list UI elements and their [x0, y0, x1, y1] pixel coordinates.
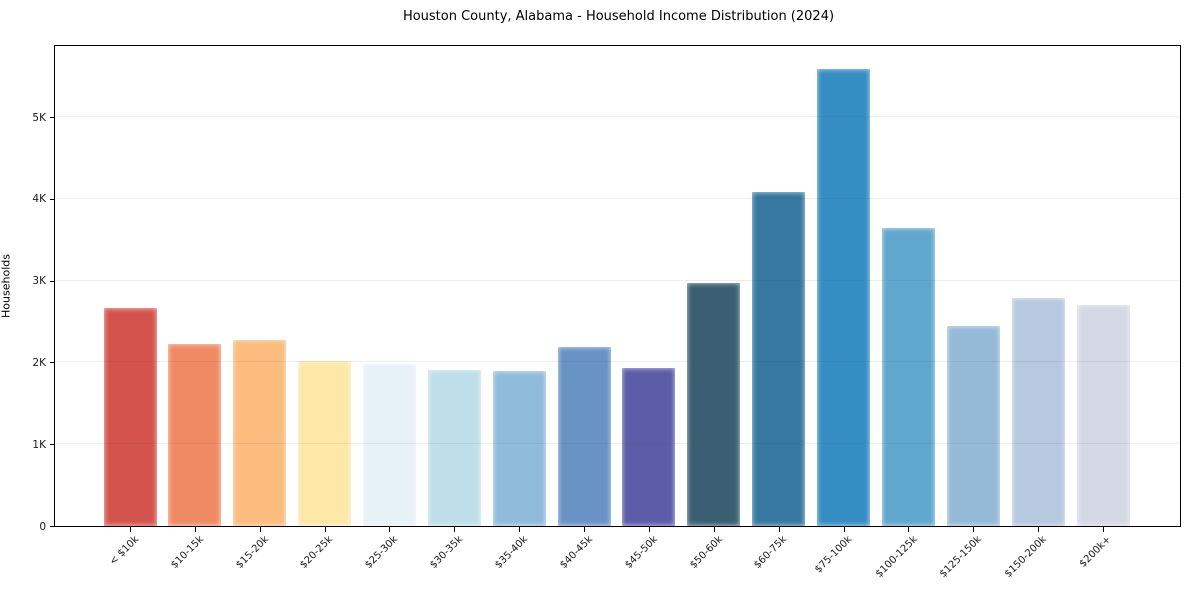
bar [492, 371, 546, 526]
x-tick-mark [1103, 527, 1105, 532]
bar [752, 192, 806, 526]
x-tick-mark [324, 527, 326, 532]
y-tick-label: 1K [32, 438, 46, 451]
x-tick-label-text: $50-60k [687, 534, 725, 571]
bar [1011, 298, 1065, 526]
y-tick-label: 0 [39, 520, 46, 533]
bar [946, 326, 1000, 526]
y-tick-mark [50, 280, 54, 282]
x-tick-label-text: $45-50k [622, 534, 660, 571]
y-tick-label: 5K [32, 111, 46, 124]
x-tick-mark [194, 527, 196, 532]
gridline [55, 361, 1180, 363]
x-tick-label-text: $30-35k [428, 534, 466, 571]
x-tick-mark [454, 527, 456, 532]
y-tick-mark [50, 362, 54, 364]
x-tick-mark [259, 527, 261, 532]
x-tick-label-text: $100-125k [873, 534, 920, 580]
plot-area [54, 45, 1181, 527]
bar [622, 368, 676, 526]
gridline [55, 443, 1180, 445]
bar [362, 364, 416, 526]
x-tick-label-text: $125-150k [938, 534, 985, 580]
x-tick-label-text: $10-15k [168, 534, 206, 571]
y-tick-label: 3K [32, 275, 46, 288]
bar [103, 308, 157, 526]
x-tick-mark [973, 527, 975, 532]
bar [881, 228, 935, 526]
y-tick-mark [50, 198, 54, 200]
x-tick-label-text: $25-30k [363, 534, 401, 571]
bar [557, 347, 611, 526]
chart-title: Houston County, Alabama - Household Inco… [402, 9, 835, 24]
bar [298, 361, 352, 526]
x-tick-label-text: $20-25k [298, 534, 336, 571]
x-tick-mark [843, 527, 845, 532]
x-tick-label-text: $200k+ [1078, 534, 1114, 570]
x-tick-mark [389, 527, 391, 532]
x-tick-label-text: $75-100k [812, 534, 855, 576]
x-tick-mark [778, 527, 780, 532]
x-tick-mark [519, 527, 521, 532]
x-tick-label-text: $15-20k [233, 534, 271, 571]
bar [233, 340, 287, 526]
x-tick-label-text: < $10k [107, 534, 141, 568]
y-tick-mark [50, 117, 54, 119]
gridline [55, 116, 1180, 118]
x-tick-label-text: $35-40k [493, 534, 530, 571]
x-tick-label-text: $150-200k [1003, 534, 1049, 580]
bar [1076, 305, 1130, 526]
gridline [55, 197, 1180, 199]
y-tick-mark [50, 444, 54, 446]
y-tick-label: 4K [32, 193, 46, 206]
x-tick-mark [584, 527, 586, 532]
x-tick-label-text: $60-75k [752, 534, 790, 571]
gridline [55, 279, 1180, 281]
bar [427, 370, 481, 526]
x-tick-mark [713, 527, 715, 532]
x-tick-mark [1038, 527, 1040, 532]
bar [168, 344, 222, 526]
bar [817, 69, 871, 526]
x-tick-mark [648, 527, 650, 532]
y-tick-mark [50, 526, 54, 527]
x-tick-mark [130, 527, 131, 532]
bar [687, 283, 741, 526]
x-tick-label-text: $40-45k [557, 534, 595, 571]
y-tick-label: 2K [32, 356, 46, 369]
x-tick-mark [908, 527, 910, 532]
